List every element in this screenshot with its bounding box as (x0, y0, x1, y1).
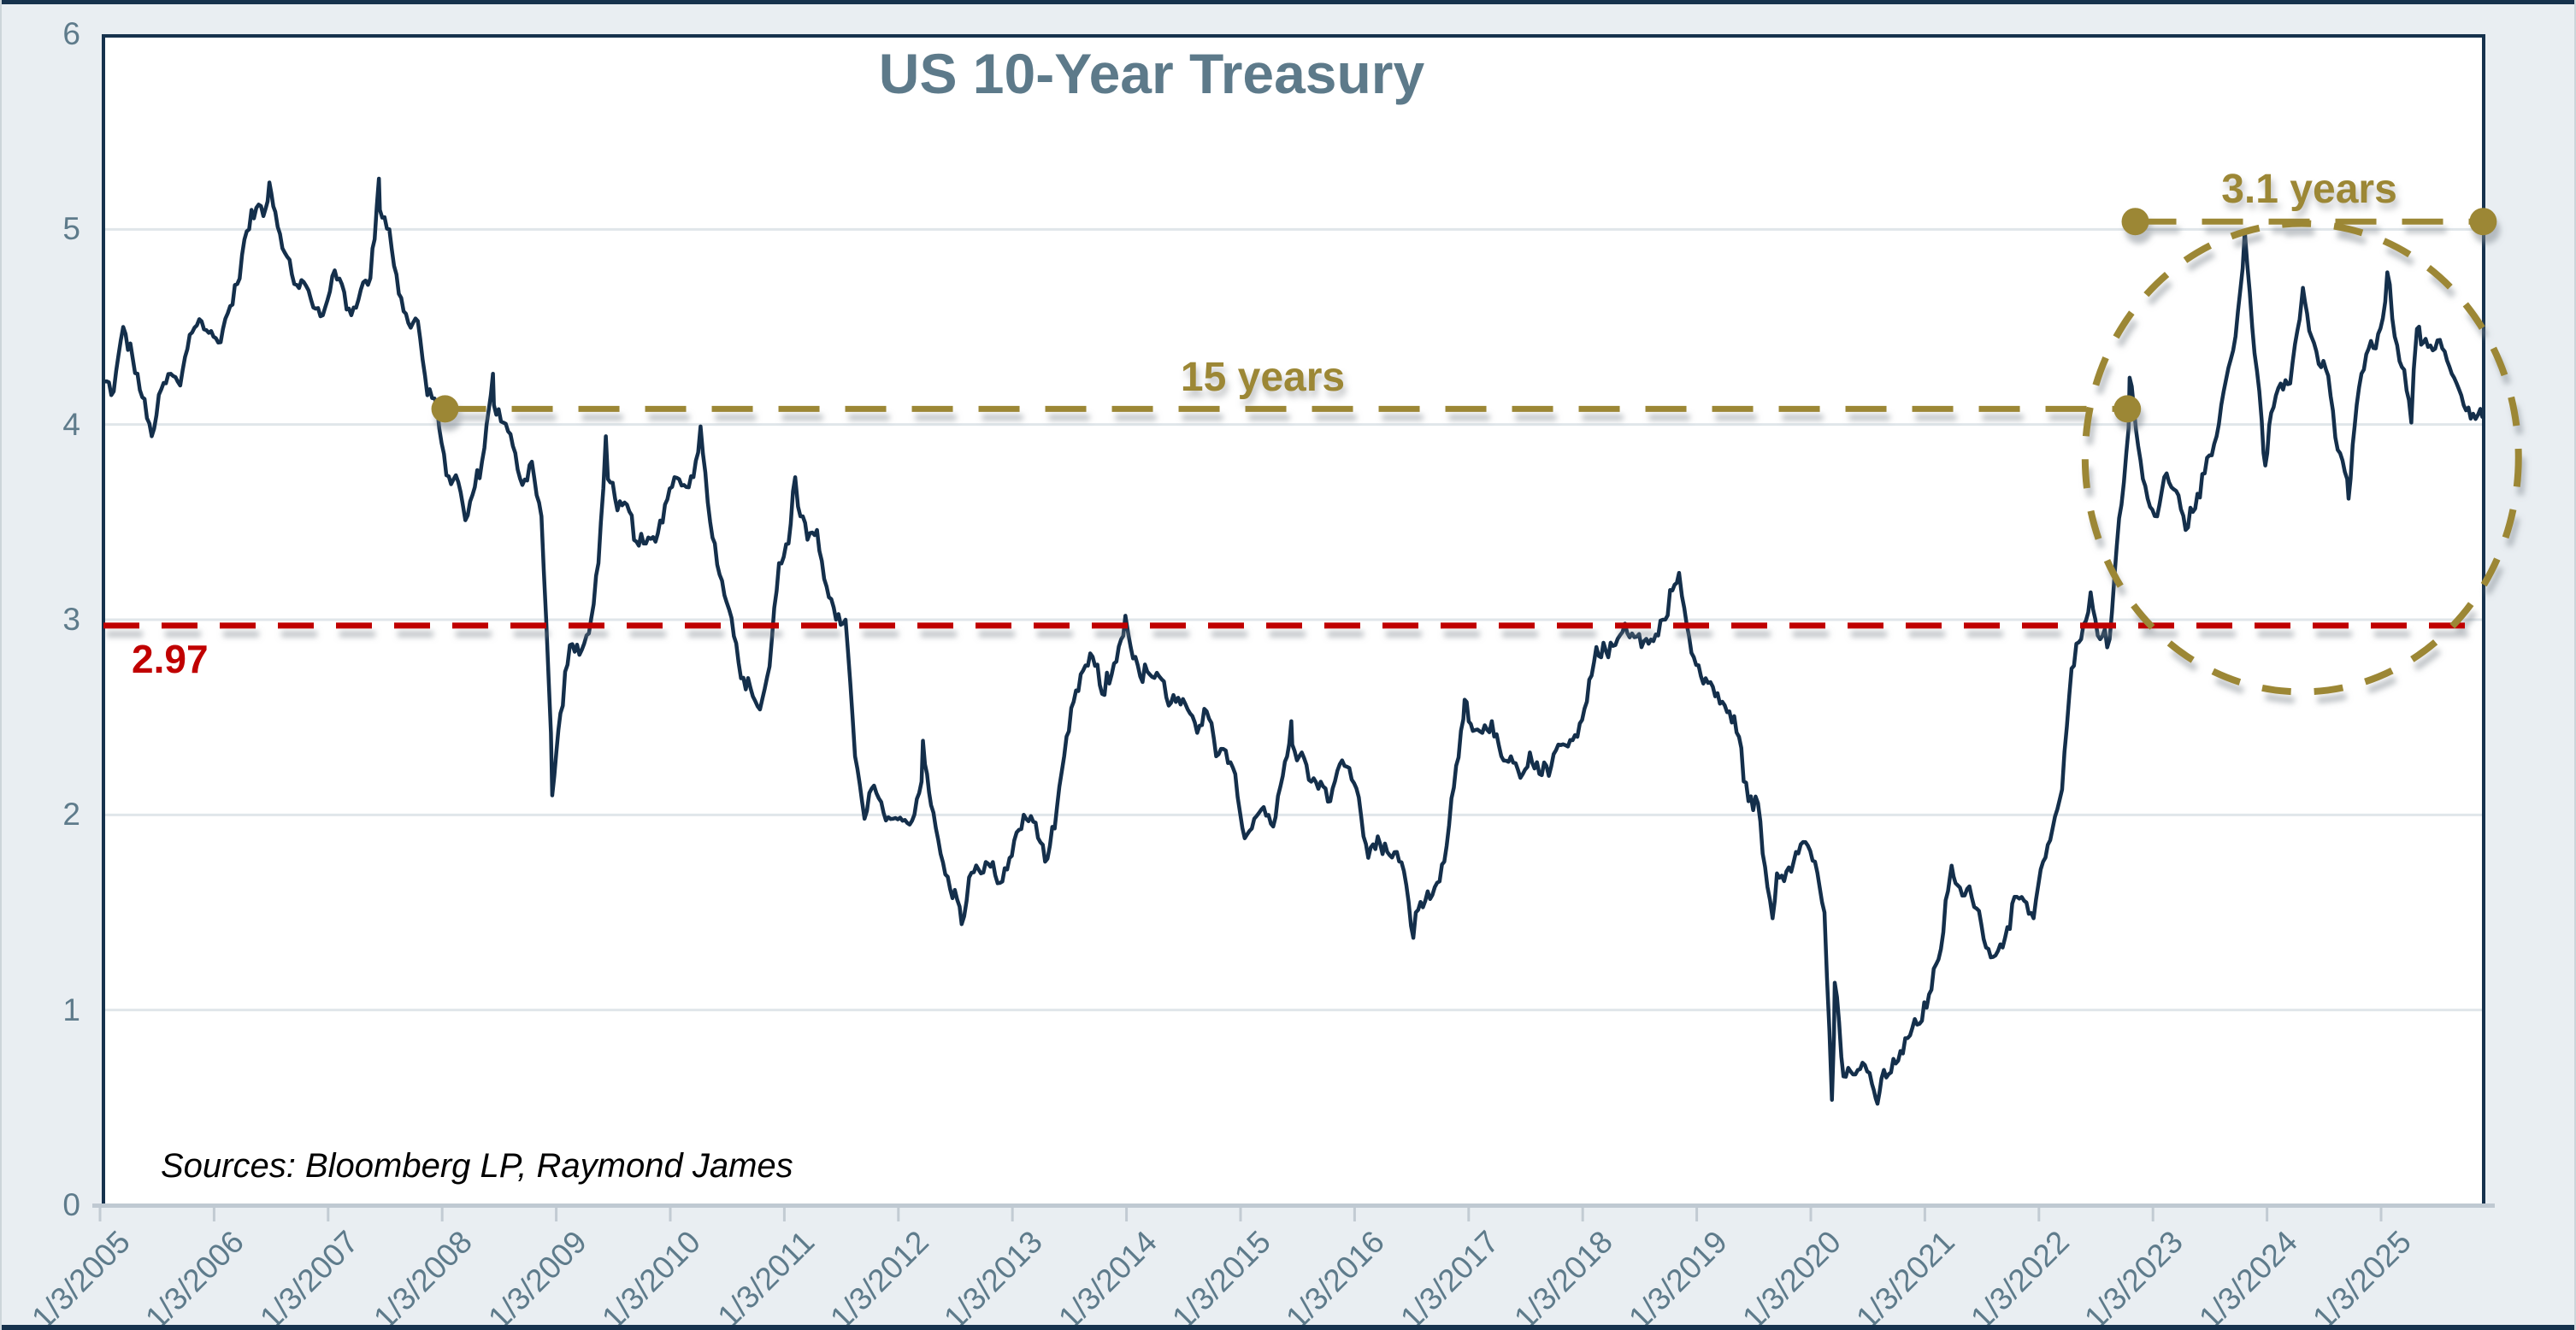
treasury-yield-line (103, 176, 2484, 1106)
span-endpoint-dot (2469, 208, 2497, 236)
span-3-1-years-label: 3.1 years (2221, 167, 2397, 212)
y-axis-label: 2 (62, 797, 80, 833)
source-note: Sources: Bloomberg LP, Raymond James (161, 1147, 793, 1185)
average-value-label: 2.97 (132, 637, 209, 681)
x-axis-line (92, 1203, 2495, 1208)
chart-title: US 10-Year Treasury (878, 42, 1425, 105)
bottom-border-bar (2, 1325, 2574, 1330)
span-15-years-label: 15 years (1180, 355, 1346, 400)
y-axis-label: 3 (62, 602, 80, 637)
span-endpoint-dot (431, 395, 459, 423)
y-axis-label: 0 (62, 1187, 80, 1222)
span-endpoint-dot (2113, 395, 2142, 423)
span-endpoint-dot (2121, 208, 2149, 236)
y-axis-label: 6 (62, 16, 80, 51)
y-axis-label: 5 (62, 211, 80, 247)
y-axis-label: 4 (62, 406, 80, 442)
highlight-ellipse (2081, 220, 2522, 696)
top-border-bar (2, 0, 2574, 4)
y-axis-label: 1 (62, 992, 80, 1027)
